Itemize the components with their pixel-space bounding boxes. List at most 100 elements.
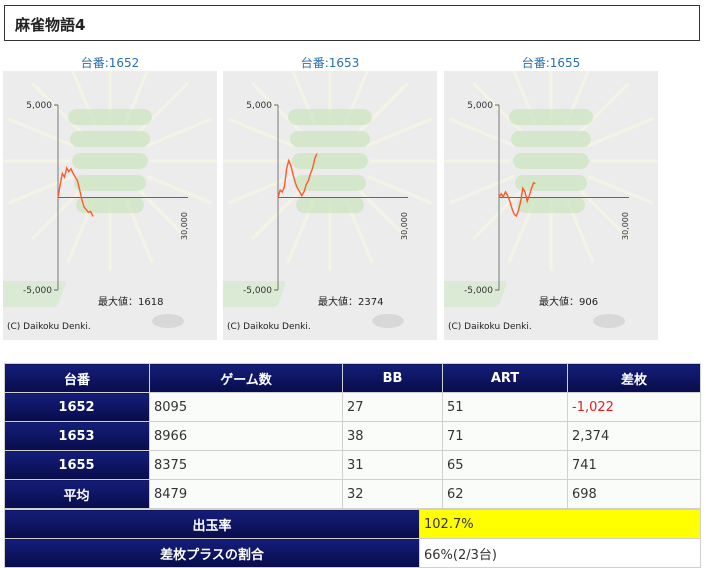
graph-area: 5,000 -5,000 30,000 最大値：1618 (C) Daikoku Den… xyxy=(3,71,217,340)
column-header: 差枚 xyxy=(567,363,701,393)
column-header: 台番 xyxy=(4,363,150,393)
decor-stack-layer xyxy=(70,131,150,147)
graph-panel-1653: 台番:1653 5,000 -5,000 30,000 最大値：2374 (C) Dai… xyxy=(223,54,437,340)
decor-stack-layer xyxy=(509,109,593,125)
slump-graph: 5,000 -5,000 30,000 最大値：2374 (C) Daikoku Den… xyxy=(223,71,437,332)
decor-mat xyxy=(3,281,66,307)
machine-data-table: 台番 ゲーム数 BB ART 差枚 1652 8095 27 51 -1,022… xyxy=(4,363,701,509)
decor-stack-layer xyxy=(515,175,587,191)
sunburst-ray xyxy=(227,174,294,205)
slump-graph: 5,000 -5,000 30,000 最大値：1618 (C) Daikoku Den… xyxy=(3,71,217,332)
decor-stack-layer xyxy=(74,175,146,191)
decor-stack-layer xyxy=(288,109,372,125)
table-cell: 27 xyxy=(342,392,443,422)
sunburst-ray xyxy=(7,174,74,205)
page-title: 麻雀物語4 xyxy=(15,16,86,34)
table-cell: 698 xyxy=(567,479,701,509)
table-cell: 32 xyxy=(342,479,443,509)
summary-value: 66%(2/3台) xyxy=(419,538,701,568)
sunburst-ray xyxy=(472,188,524,240)
y-tick-label: -5,000 xyxy=(243,286,272,296)
slump-graph: 5,000 -5,000 30,000 最大値：906 (C) Daikoku Denk… xyxy=(444,71,658,332)
summary-row: 差枚プラスの割合 66%(2/3台) xyxy=(4,538,701,568)
sunburst-ray xyxy=(146,174,213,205)
graph-background xyxy=(3,71,217,328)
sunburst-ray xyxy=(448,117,515,148)
graph-area: 5,000 -5,000 30,000 最大値：2374 (C) Daikoku Den… xyxy=(223,71,437,340)
graph-header[interactable]: 台番:1652 xyxy=(80,56,140,70)
row-header: 1652 xyxy=(4,392,150,422)
sunburst-ray xyxy=(31,188,83,240)
y-tick-label: 5,000 xyxy=(467,101,493,111)
sunburst-ray xyxy=(357,82,409,134)
decor-stack-layer xyxy=(296,197,364,213)
table-cell: 71 xyxy=(442,421,568,451)
table-row: 平均 8479 32 62 698 xyxy=(4,479,701,509)
table-cell: 8479 xyxy=(149,479,343,509)
graph-background xyxy=(223,71,437,328)
graph-panel-1655: 台番:1655 5,000 -5,000 30,000 最大値：906 (C) Daik… xyxy=(444,54,658,340)
y-tick-label: 5,000 xyxy=(26,101,52,111)
x-end-label: 30,000 xyxy=(400,212,409,240)
y-tick-label: -5,000 xyxy=(23,286,52,296)
table-row: 1652 8095 27 51 -1,022 xyxy=(4,392,701,422)
sunburst-ray xyxy=(227,117,294,148)
page-title-box: 麻雀物語4 xyxy=(4,5,700,41)
copyright-text: (C) Daikoku Denki. xyxy=(448,322,532,332)
max-value-label: 最大値：1618 xyxy=(98,295,163,308)
table-cell: 51 xyxy=(442,392,568,422)
x-end-label: 30,000 xyxy=(621,212,630,240)
table-cell: 38 xyxy=(342,421,443,451)
decor-stack-layer xyxy=(72,153,148,169)
sunburst-ray xyxy=(366,174,433,205)
column-header: ART xyxy=(442,363,568,393)
decor-stack-layer xyxy=(294,175,366,191)
sunburst-ray xyxy=(587,174,654,205)
decor-stack-layer xyxy=(513,153,589,169)
table-cell: 741 xyxy=(567,450,701,480)
series-line xyxy=(498,181,536,218)
row-header: 1653 xyxy=(4,421,150,451)
max-value-label: 最大値：2374 xyxy=(318,295,383,308)
max-value-label: 最大値：906 xyxy=(539,295,598,308)
decor-stack-layer xyxy=(76,197,144,213)
sunburst-ray xyxy=(366,117,433,148)
table-cell: -1,022 xyxy=(567,392,701,422)
sunburst-ray xyxy=(7,117,74,148)
summary-table: 出玉率 102.7% 差枚プラスの割合 66%(2/3台) xyxy=(4,509,701,568)
decor-mat xyxy=(223,281,286,307)
copyright-text: (C) Daikoku Denki. xyxy=(7,322,91,332)
table-header-row: 台番 ゲーム数 BB ART 差枚 xyxy=(4,363,701,393)
graph-header[interactable]: 台番:1653 xyxy=(300,56,360,70)
table-row: 1655 8375 31 65 741 xyxy=(4,450,701,480)
x-end-label: 30,000 xyxy=(180,212,189,240)
summary-value: 102.7% xyxy=(419,509,701,539)
decor-ellipse xyxy=(593,314,625,328)
row-header: 1655 xyxy=(4,450,150,480)
sunburst-ray xyxy=(137,82,189,134)
row-header: 平均 xyxy=(4,479,150,509)
table-cell: 65 xyxy=(442,450,568,480)
series-line xyxy=(57,166,94,217)
table-cell: 8966 xyxy=(149,421,343,451)
graph-area: 5,000 -5,000 30,000 最大値：906 (C) Daikoku Denk… xyxy=(444,71,658,340)
y-tick-label: 5,000 xyxy=(246,101,272,111)
summary-label: 差枚プラスの割合 xyxy=(4,538,420,568)
graph-header[interactable]: 台番:1655 xyxy=(521,56,581,70)
table-cell: 8095 xyxy=(149,392,343,422)
sunburst-ray xyxy=(448,174,515,205)
column-header: BB xyxy=(342,363,443,393)
column-header: ゲーム数 xyxy=(149,363,343,393)
copyright-text: (C) Daikoku Denki. xyxy=(227,322,311,332)
y-tick-label: -5,000 xyxy=(464,286,493,296)
sunburst-ray xyxy=(587,117,654,148)
table-cell: 62 xyxy=(442,479,568,509)
decor-stack-layer xyxy=(68,109,152,125)
summary-label: 出玉率 xyxy=(4,509,420,539)
decor-stack-layer xyxy=(292,153,368,169)
table-cell: 8375 xyxy=(149,450,343,480)
table-cell: 31 xyxy=(342,450,443,480)
decor-ellipse xyxy=(152,314,184,328)
decor-stack-layer xyxy=(511,131,591,147)
table-cell: 2,374 xyxy=(567,421,701,451)
